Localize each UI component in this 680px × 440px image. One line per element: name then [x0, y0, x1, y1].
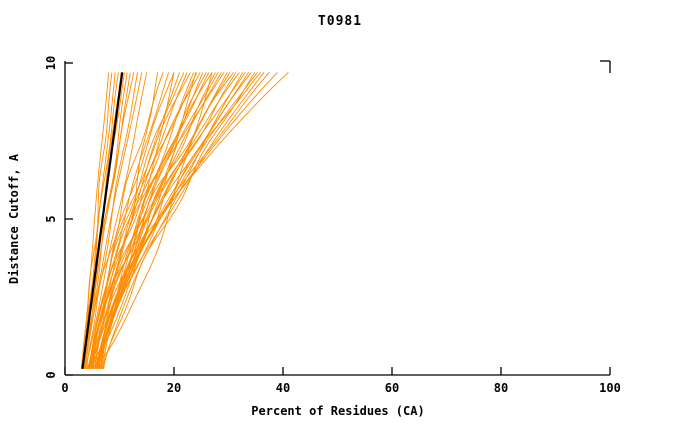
model-curve [83, 72, 143, 369]
y-tick-label: 5 [44, 215, 58, 222]
model-curve [84, 72, 148, 369]
model-curve [86, 72, 164, 369]
chart-title: T0981 [317, 14, 363, 29]
model-curve [83, 72, 131, 369]
model-curve [92, 72, 201, 369]
model-curve [94, 72, 246, 369]
model-curve [103, 72, 256, 369]
model-curve [80, 72, 110, 369]
model-curve [91, 72, 191, 369]
model-curve [93, 72, 213, 369]
model-curve [97, 72, 228, 369]
model-curve [101, 72, 289, 369]
x-tick-label: 0 [61, 381, 68, 395]
y-axis-label: Distance Cutoff, A [7, 153, 21, 285]
model-curve [92, 72, 234, 369]
model-curve [89, 72, 188, 369]
model-curve [101, 72, 252, 369]
model-curve [102, 72, 278, 369]
model-curve [95, 72, 225, 369]
x-tick-label: 80 [494, 381, 508, 395]
y-tick-label: 0 [44, 371, 58, 378]
x-tick-label: 20 [167, 381, 181, 395]
y-tick-label: 10 [44, 56, 58, 70]
model-curve [99, 72, 240, 369]
x-tick-label: 100 [599, 381, 621, 395]
x-tick-label: 40 [276, 381, 290, 395]
model-curve [102, 72, 244, 369]
x-axis-label: Percent of Residues (CA) [251, 404, 425, 418]
model-curve [89, 72, 213, 370]
x-tick-label: 60 [385, 381, 399, 395]
reference-curve [81, 72, 124, 369]
